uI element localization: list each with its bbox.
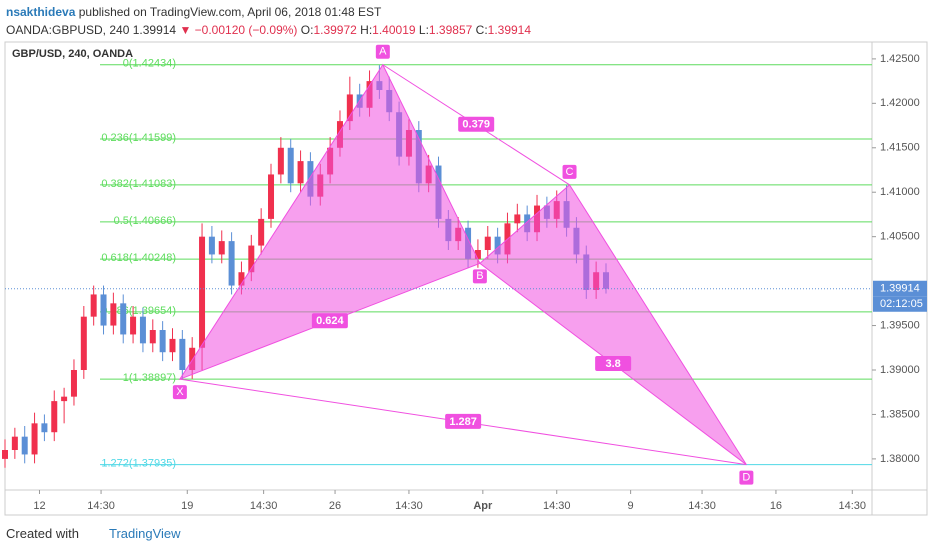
point-label: C	[566, 166, 574, 178]
brand: TradingView	[109, 526, 181, 541]
candle-body	[485, 237, 491, 250]
candle-body	[71, 370, 77, 397]
fib-label: 0.236(1.41599)	[101, 132, 176, 144]
point-label: A	[379, 46, 387, 58]
ratio-label: 1.287	[449, 416, 477, 428]
y-tick-label: 1.38500	[880, 408, 920, 420]
created: Created with	[6, 526, 79, 541]
x-tick-label: 14:30	[688, 500, 716, 512]
y-tick-label: 1.39500	[880, 319, 920, 331]
fib-label: 0.5(1.40666)	[114, 215, 176, 227]
y-tick-label: 1.41500	[880, 142, 920, 154]
footer: Created with TradingView	[6, 526, 181, 541]
candle-body	[169, 339, 175, 352]
point-label: X	[176, 386, 184, 398]
ratio-label: 3.8	[605, 358, 620, 370]
x-tick-label: 19	[181, 500, 193, 512]
candle-body	[61, 397, 67, 401]
y-tick-label: 1.42500	[880, 53, 920, 65]
candle-body	[81, 317, 87, 370]
chart: GBP/USD, 240, OANDA 1.42500 1.42000 1.4150…	[0, 0, 932, 520]
candle-body	[209, 237, 215, 255]
point-label: D	[742, 472, 750, 484]
chart-title: GBP/USD, 240, OANDA	[12, 48, 133, 60]
candle-body	[219, 241, 225, 254]
fib-label: 0(1.42434)	[123, 58, 176, 70]
page: nsakthideva published on TradingView.com…	[0, 0, 932, 550]
x-tick-label: 14:30	[839, 500, 867, 512]
candle-body	[199, 237, 205, 348]
x-tick-label: 14:30	[87, 500, 115, 512]
ratio-label: 0.379	[462, 119, 490, 131]
x-tick-label: 26	[329, 500, 341, 512]
candle-body	[278, 148, 284, 175]
y-tick-label: 1.38000	[880, 453, 920, 465]
last-price-label: 1.39914	[880, 283, 920, 295]
candle-body	[91, 294, 97, 316]
x-tick-label: 12	[33, 500, 45, 512]
candle-body	[160, 330, 166, 352]
countdown-label: 02:12:05	[880, 298, 923, 310]
candle-body	[298, 161, 304, 183]
candle-body	[12, 437, 18, 450]
candle-body	[22, 437, 28, 455]
candle-body	[120, 303, 126, 334]
x-tick-label: 14:30	[250, 500, 278, 512]
x-tick-label: 16	[770, 500, 782, 512]
fib-label: 0.618(1.40248)	[101, 252, 176, 264]
candle-body	[101, 294, 107, 325]
fib-label: 0.382(1.41083)	[101, 178, 176, 190]
x-tick-label: 9	[628, 500, 634, 512]
y-tick-label: 1.40500	[880, 231, 920, 243]
candle-body	[514, 214, 520, 223]
ratio-label: 0.624	[316, 315, 344, 327]
candle-body	[140, 317, 146, 344]
candle-body	[2, 450, 8, 459]
candle-body	[130, 317, 136, 335]
x-tick-label: 14:30	[395, 500, 423, 512]
candle-body	[229, 241, 235, 285]
fib-label: 1(1.38897)	[123, 372, 176, 384]
x-tick-label: 14:30	[543, 500, 571, 512]
candle-body	[51, 401, 57, 432]
candle-body	[110, 303, 116, 325]
candle-body	[288, 148, 294, 184]
candle-body	[32, 423, 38, 454]
point-label: B	[476, 270, 483, 282]
y-tick-label: 1.42000	[880, 97, 920, 109]
y-tick-label: 1.41000	[880, 186, 920, 198]
candle-body	[150, 330, 156, 343]
candle-body	[41, 423, 47, 432]
y-tick-label: 1.39000	[880, 364, 920, 376]
fib-label: 1.272(1.37935)	[101, 458, 176, 470]
candle-body	[258, 219, 264, 246]
x-tick-label: Apr	[473, 500, 493, 512]
candle-body	[268, 174, 274, 218]
candle-body	[179, 339, 185, 370]
frame	[5, 42, 927, 515]
pattern-wing	[480, 185, 747, 465]
